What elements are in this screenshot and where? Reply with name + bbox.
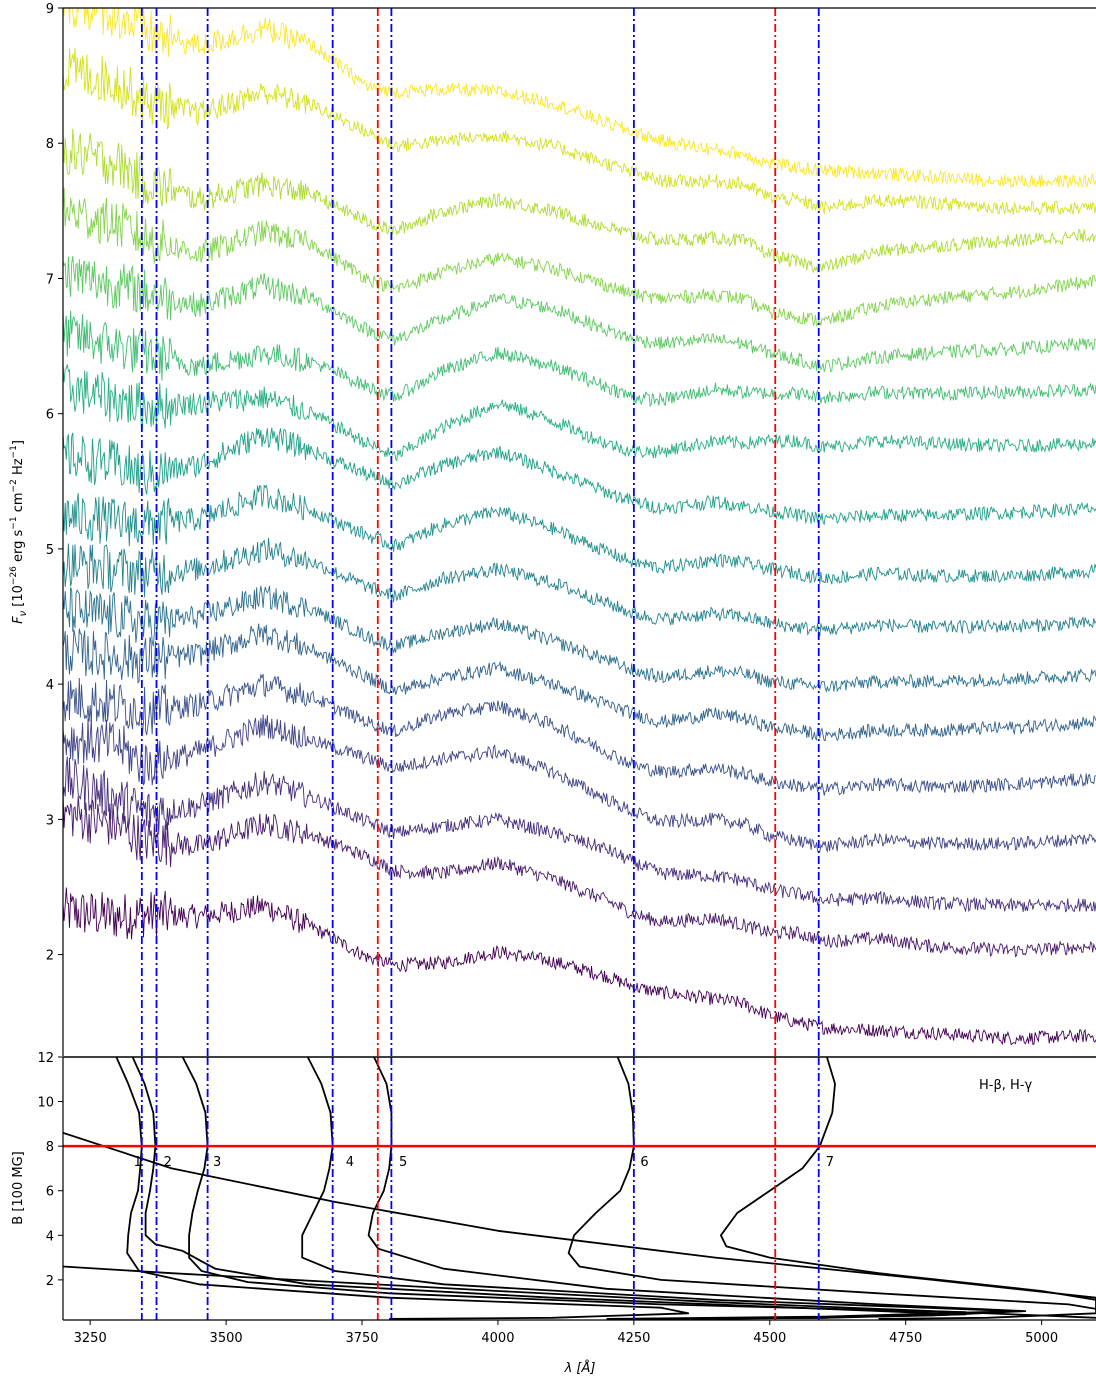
spectrum-line-2 bbox=[63, 789, 1096, 958]
spectrum-line-6 bbox=[63, 623, 1096, 742]
transition-curve-1 bbox=[115, 1057, 690, 1320]
bottom-y-axis-label: B [100 MG] bbox=[11, 1151, 26, 1224]
annotation-h-beta-h-gamma: H-β, H-γ bbox=[979, 1078, 1032, 1093]
bottom-y-tick-label: 6 bbox=[46, 1185, 54, 1200]
x-tick-label: 5000 bbox=[1025, 1331, 1058, 1346]
transition-label-7: 7 bbox=[826, 1155, 834, 1170]
top-y-tick-label: 3 bbox=[46, 813, 54, 828]
top-reference-lines bbox=[140, 8, 820, 1056]
x-tick-label: 3500 bbox=[210, 1331, 243, 1346]
transition-curve-6 bbox=[567, 1057, 1096, 1310]
transition-curve-2 bbox=[131, 1057, 967, 1320]
spectrum-line-14 bbox=[63, 187, 1096, 327]
top-y-tick-label: 4 bbox=[46, 678, 54, 693]
top-series-group bbox=[63, 8, 1096, 1046]
transition-label-1: 1 bbox=[134, 1155, 142, 1170]
x-axis-label: λ [Å] bbox=[564, 1360, 596, 1376]
spectrum-line-9 bbox=[63, 484, 1096, 585]
x-tick-label: 4500 bbox=[753, 1331, 786, 1346]
top-y-tick-label: 9 bbox=[46, 2, 54, 17]
bottom-y-tick-label: 4 bbox=[46, 1229, 54, 1244]
transition-curve-9 bbox=[63, 1265, 1096, 1319]
bottom-reference-lines bbox=[140, 1057, 820, 1320]
top-y-tick-label: 2 bbox=[46, 949, 54, 964]
spectrum-line-15 bbox=[63, 128, 1096, 274]
top-y-tick-label: 7 bbox=[46, 272, 54, 287]
top-axes: 2 3 4 5 6 7 8 9 bbox=[46, 2, 1096, 1056]
transition-label-3: 3 bbox=[213, 1155, 221, 1170]
top-y-tick-label: 8 bbox=[46, 137, 54, 152]
spectrum-line-1 bbox=[63, 887, 1096, 1046]
bottom-y-tick-label: 12 bbox=[37, 1051, 54, 1066]
spectrum-line-8 bbox=[63, 537, 1096, 637]
spectrum-line-13 bbox=[63, 255, 1096, 373]
spectrum-line-10 bbox=[63, 427, 1096, 526]
transition-curve-3 bbox=[181, 1057, 967, 1320]
top-y-tick-label: 6 bbox=[46, 408, 54, 423]
x-tick-label: 3750 bbox=[345, 1331, 378, 1346]
bottom-y-tick-label: 8 bbox=[46, 1140, 54, 1155]
transition-label-4: 4 bbox=[346, 1155, 354, 1170]
spectrum-line-12 bbox=[63, 310, 1096, 408]
bottom-y-tick-label: 10 bbox=[37, 1096, 54, 1111]
spectrum-line-5 bbox=[63, 673, 1096, 796]
spectrum-line-17 bbox=[63, 8, 1096, 189]
transition-curve-4 bbox=[301, 1057, 1016, 1320]
transition-label-2: 2 bbox=[164, 1155, 172, 1170]
bottom-series-group: 1 2 3 4 5 6 7 bbox=[63, 1057, 1096, 1320]
x-tick-label: 4250 bbox=[617, 1331, 650, 1346]
bottom-y-tick-label: 2 bbox=[46, 1274, 54, 1289]
transition-label-5: 5 bbox=[399, 1155, 407, 1170]
top-y-axis-label: Fν [10−26 erg s−1 cm−2 Hz−1] bbox=[9, 440, 29, 624]
spectrum-line-4 bbox=[63, 714, 1096, 853]
spectrum-line-11 bbox=[63, 363, 1096, 462]
transition-label-6: 6 bbox=[640, 1155, 648, 1170]
x-tick-label: 3250 bbox=[74, 1331, 107, 1346]
x-tick-label: 4000 bbox=[481, 1331, 514, 1346]
top-panel: 2 3 4 5 6 7 8 9 bbox=[46, 2, 1096, 1056]
transition-curve-7 bbox=[720, 1057, 1096, 1301]
top-y-tick-label: 5 bbox=[46, 543, 54, 558]
x-tick-label: 4750 bbox=[889, 1331, 922, 1346]
spectrum-line-3 bbox=[63, 756, 1096, 913]
spectrum-line-16 bbox=[63, 48, 1096, 216]
spectrum-line-7 bbox=[63, 585, 1096, 693]
